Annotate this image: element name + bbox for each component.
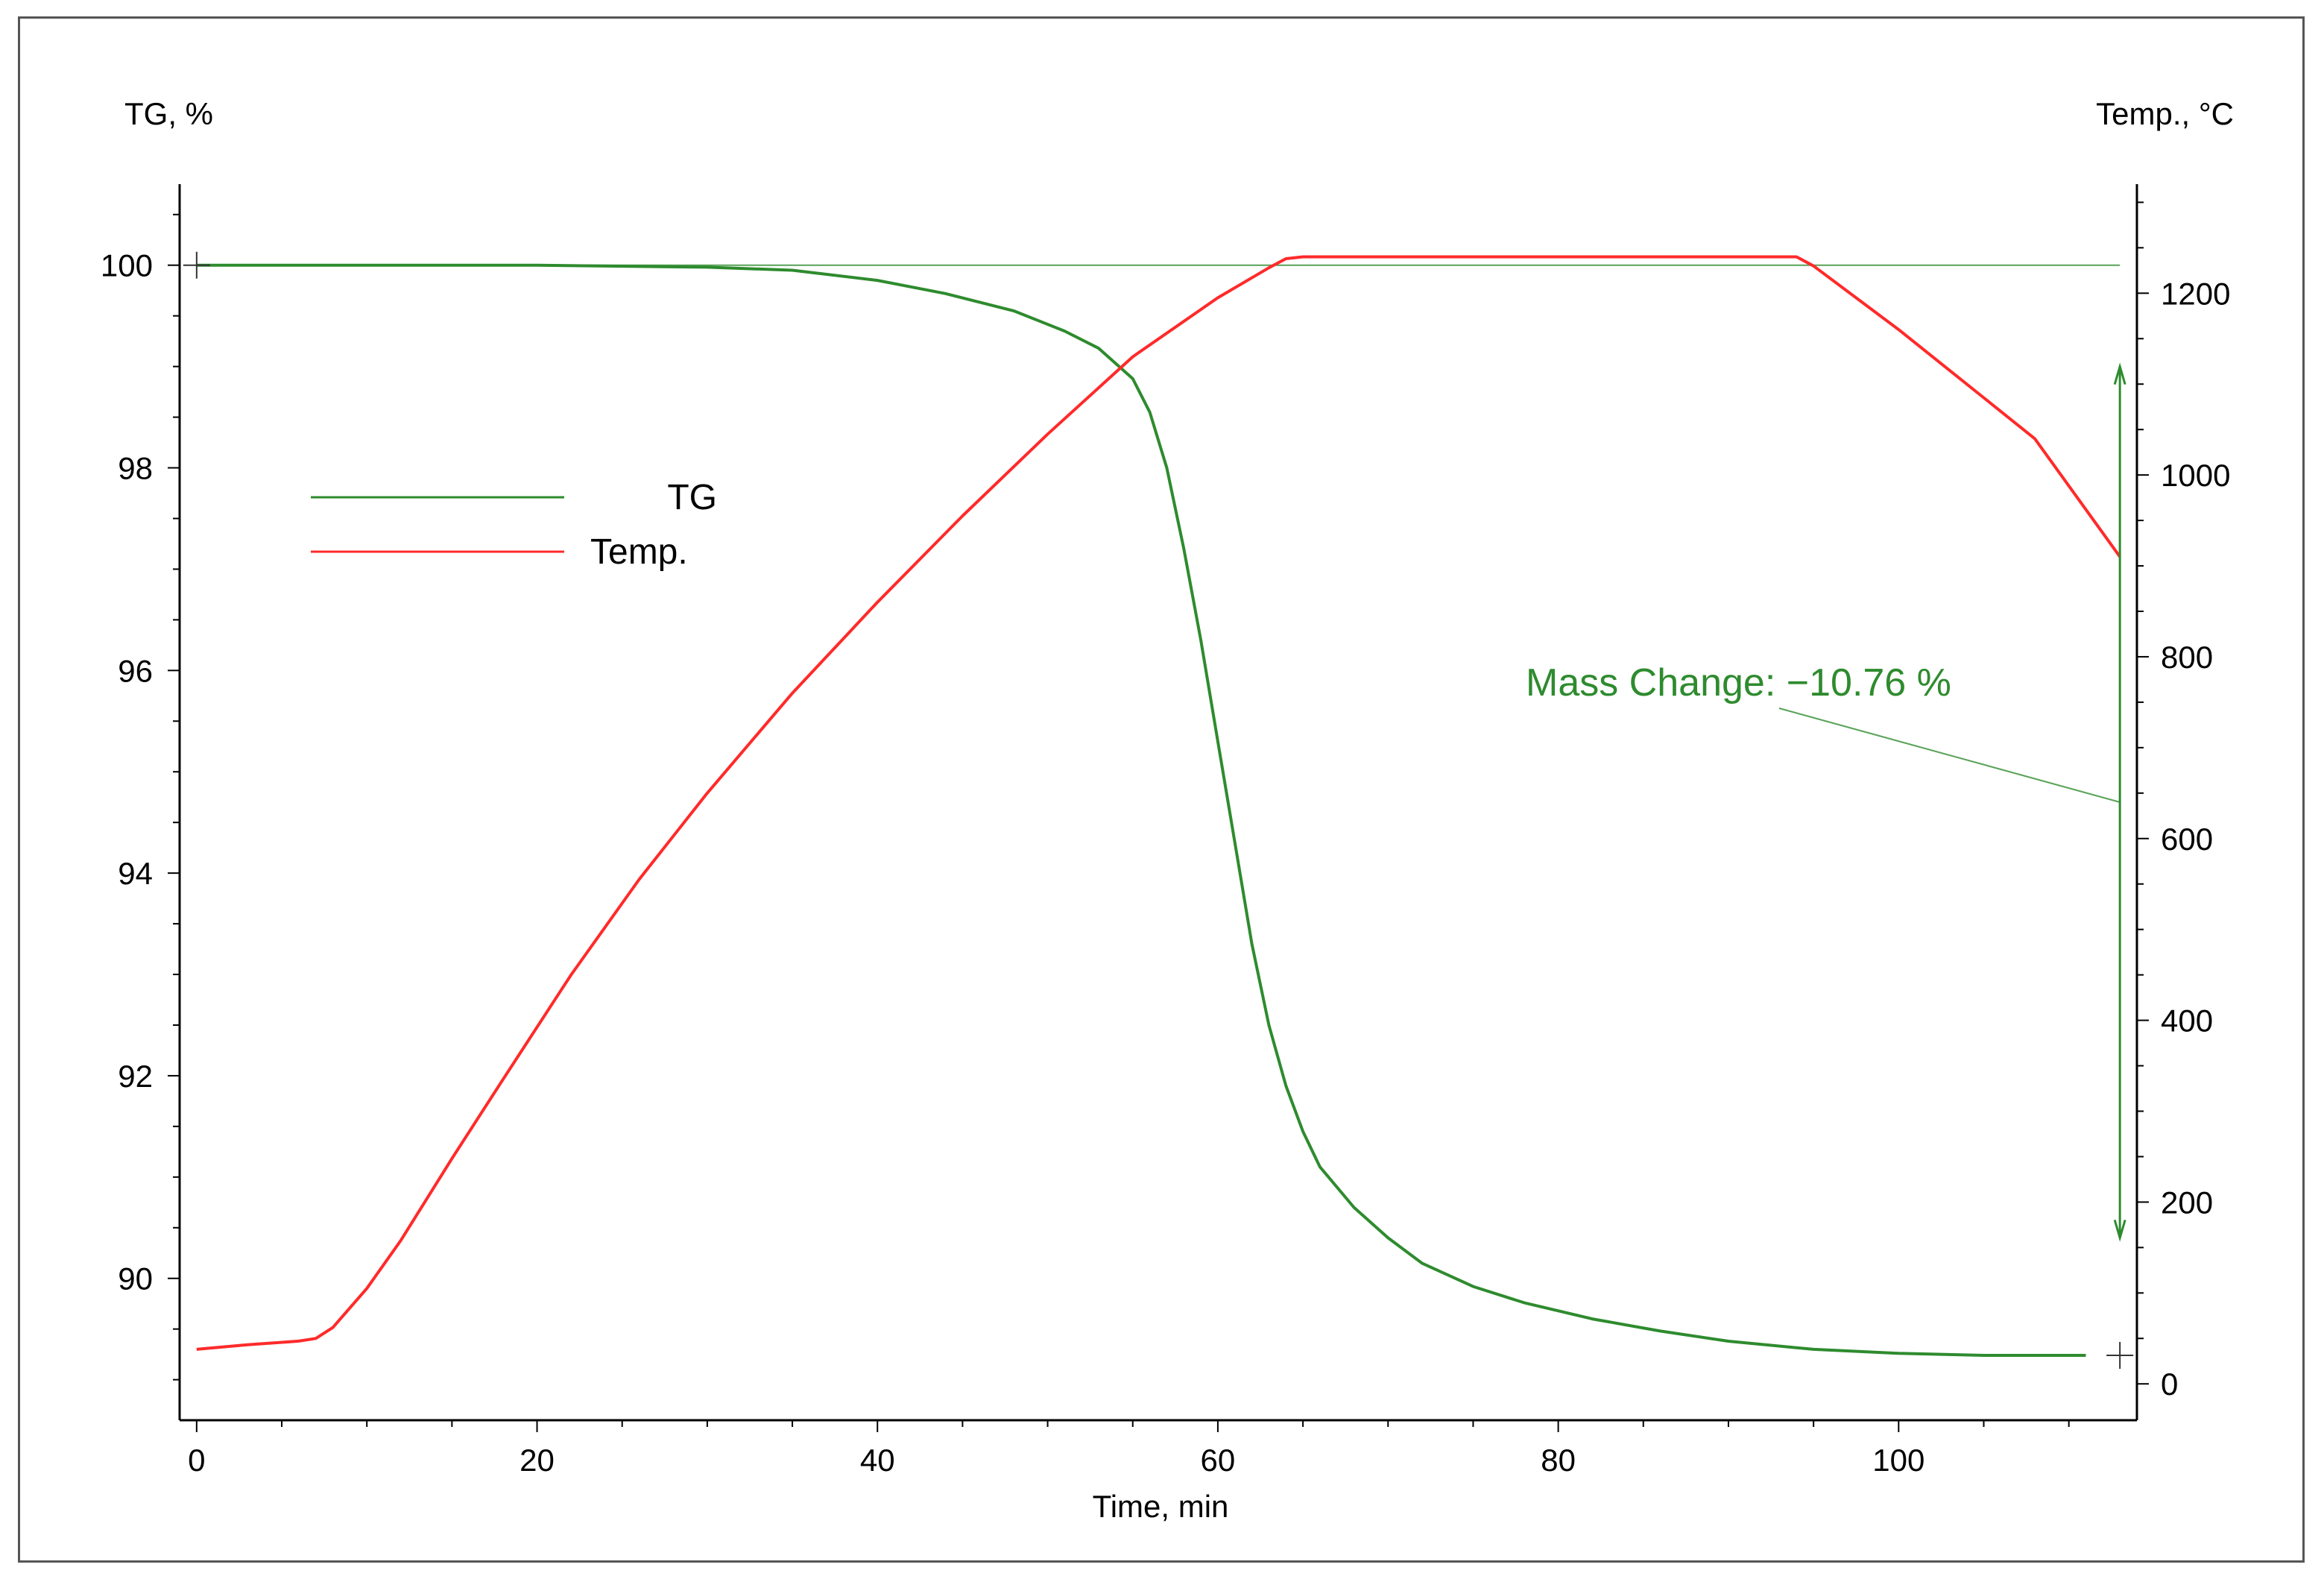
- y-axis-right-label: Temp., °C: [2096, 96, 2234, 131]
- mass-change-leader-line: [1778, 708, 2121, 803]
- tg-temperature-chart: 0 20 40 60 80 1009092949698100020040060080010…: [101, 96, 2234, 1524]
- y-right-tick-label: 400: [2161, 1003, 2213, 1039]
- x-axis-label: Time, min: [1093, 1489, 1229, 1524]
- y-right-tick-label: 800: [2161, 640, 2213, 675]
- chart-frame: 0 20 40 60 80 100 90 92 94 96 98 100 0 200 400 600 800 10…: [18, 16, 2305, 1563]
- plot-area: [183, 251, 2134, 1370]
- legend: TG Temp.: [311, 478, 717, 572]
- y-right-tick-label: 200: [2161, 1185, 2213, 1220]
- y-right-tick-label: 1000: [2161, 458, 2230, 493]
- mass-change-annotation: Mass Change: −10.76 %: [1526, 661, 1951, 705]
- y-left-tick-label: 96: [118, 653, 153, 688]
- y-right-tick-label: 600: [2161, 822, 2213, 857]
- tg-series-line: [196, 263, 2086, 1357]
- axes: 0 20 40 60 80 1009092949698100020040060080010…: [101, 184, 2230, 1478]
- legend-temp-label: Temp.: [590, 532, 688, 572]
- x-tick-label: 80: [1541, 1443, 1576, 1478]
- arrow-down-icon: [2113, 1219, 2126, 1242]
- arrow-up-icon: [2113, 362, 2126, 385]
- x-tick-label: 100: [1872, 1443, 1924, 1478]
- x-tick-label: 20: [520, 1443, 555, 1478]
- legend-tg-label: TG: [667, 478, 717, 517]
- y-left-tick-label: 90: [118, 1261, 153, 1296]
- x-tick-label: 0: [188, 1443, 205, 1478]
- x-tick-label: 40: [860, 1443, 895, 1478]
- mass-change-label: Mass Change: −10.76 %: [1526, 661, 1951, 705]
- y-left-tick-label: 92: [118, 1059, 153, 1094]
- temp-series-line: [196, 255, 2121, 1351]
- y-right-tick-label: 0: [2161, 1367, 2178, 1402]
- y-right-tick-label: 1200: [2161, 276, 2230, 311]
- y-left-tick-label: 100: [101, 248, 153, 283]
- y-axis-left-label: TG, %: [124, 96, 213, 131]
- axis-labels: TG, % Temp., °C Time, min: [124, 96, 2234, 1524]
- y-left-tick-label: 98: [118, 451, 153, 486]
- x-tick-label: 60: [1201, 1443, 1236, 1478]
- y-left-tick-label: 94: [118, 856, 153, 891]
